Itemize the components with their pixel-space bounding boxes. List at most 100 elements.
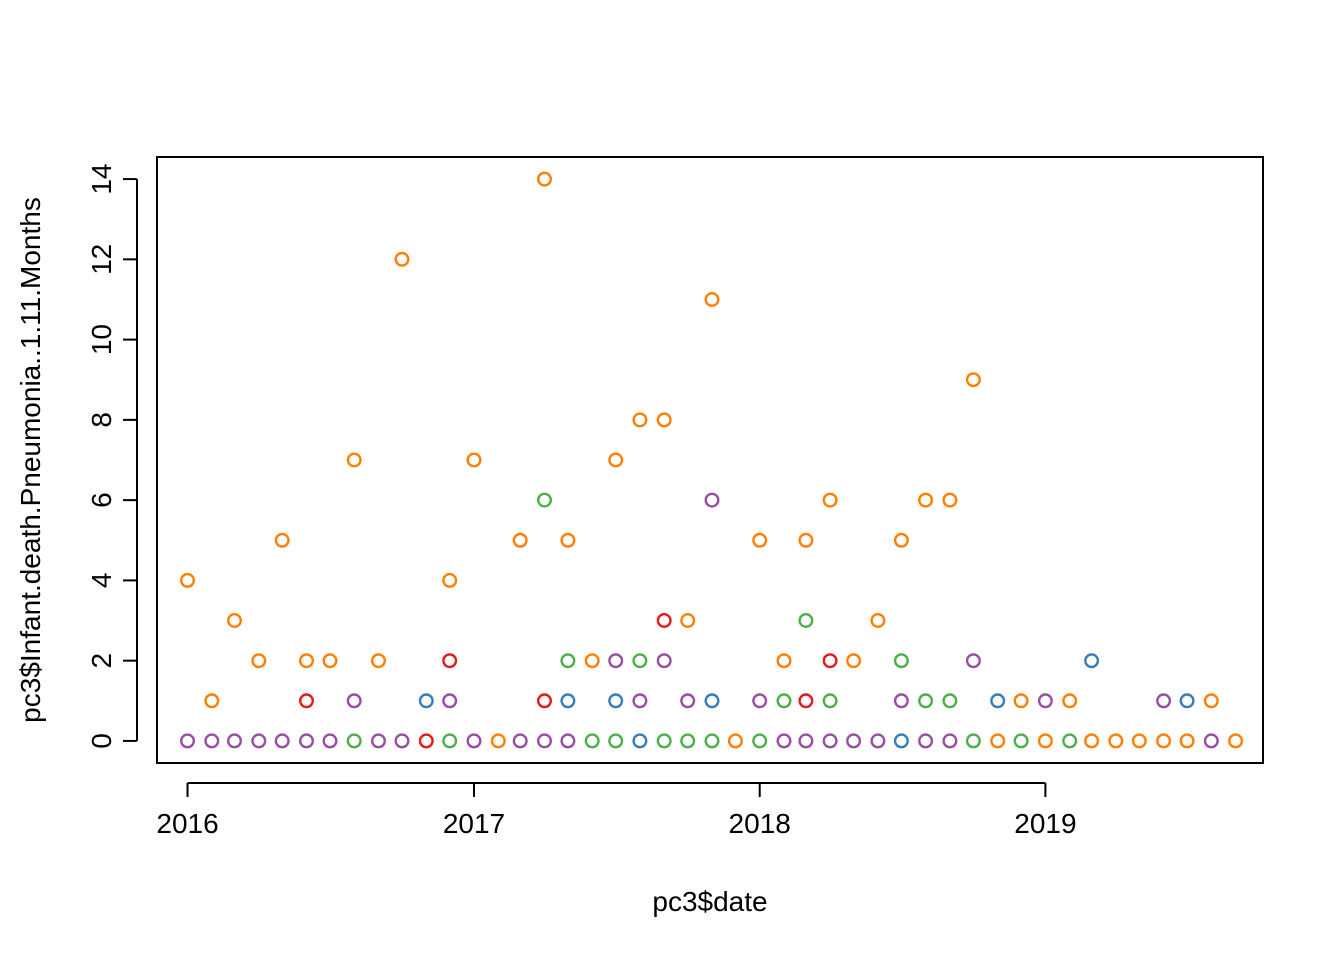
- data-point: [251, 653, 267, 669]
- data-point: [251, 733, 267, 749]
- y-tick-label: 4: [86, 573, 117, 589]
- data-point: [584, 653, 600, 669]
- data-point: [466, 452, 482, 468]
- data-point: [752, 532, 768, 548]
- data-point: [918, 693, 934, 709]
- data-point: [656, 412, 672, 428]
- data-point: [1013, 733, 1029, 749]
- data-point: [608, 452, 624, 468]
- data-point: [442, 572, 458, 588]
- data-point: [632, 693, 648, 709]
- data-point: [1131, 733, 1147, 749]
- data-point: [204, 733, 220, 749]
- data-point: [418, 693, 434, 709]
- plot-frame: [156, 156, 1264, 764]
- data-point: [704, 693, 720, 709]
- data-point: [346, 733, 362, 749]
- data-point: [537, 733, 553, 749]
- data-point: [274, 532, 290, 548]
- data-point: [608, 733, 624, 749]
- data-point: [394, 733, 410, 749]
- data-point: [870, 733, 886, 749]
- data-point: [918, 733, 934, 749]
- data-point: [537, 171, 553, 187]
- data-point: [1203, 733, 1219, 749]
- data-point: [656, 613, 672, 629]
- data-point: [893, 532, 909, 548]
- data-point: [965, 653, 981, 669]
- data-point: [1228, 733, 1244, 749]
- data-point: [893, 693, 909, 709]
- y-tick-label: 12: [86, 244, 117, 275]
- data-point: [822, 653, 838, 669]
- y-tick-label: 14: [86, 163, 117, 194]
- y-axis-title: pc3$Infant.death.Pneumonia..1.11.Months: [15, 197, 46, 723]
- data-point: [632, 653, 648, 669]
- data-point: [798, 693, 814, 709]
- data-point: [442, 693, 458, 709]
- data-point: [346, 452, 362, 468]
- data-point: [1013, 693, 1029, 709]
- data-point: [537, 492, 553, 508]
- data-point: [965, 733, 981, 749]
- data-point: [822, 492, 838, 508]
- data-point: [418, 733, 434, 749]
- x-tick-label: 2018: [729, 808, 791, 839]
- data-point: [704, 733, 720, 749]
- data-point: [942, 693, 958, 709]
- y-tick-label: 2: [86, 653, 117, 669]
- y-tick-label: 8: [86, 412, 117, 428]
- data-point: [490, 733, 506, 749]
- data-point: [1179, 693, 1195, 709]
- data-point: [680, 613, 696, 629]
- data-point: [942, 733, 958, 749]
- data-point: [1108, 733, 1124, 749]
- data-point: [1037, 693, 1053, 709]
- data-point: [680, 693, 696, 709]
- data-point: [274, 733, 290, 749]
- x-tick-label: 2017: [443, 808, 505, 839]
- y-tick-label: 0: [86, 733, 117, 749]
- data-point: [656, 653, 672, 669]
- x-tick-label: 2019: [1014, 808, 1076, 839]
- data-point: [560, 532, 576, 548]
- data-point: [226, 613, 242, 629]
- data-point: [299, 733, 315, 749]
- data-point: [179, 733, 195, 749]
- data-point: [727, 733, 743, 749]
- data-point: [1084, 733, 1100, 749]
- data-point: [371, 733, 387, 749]
- y-axis: 0 2 4 6 8 10 12 14: [86, 163, 138, 749]
- data-point: [990, 733, 1006, 749]
- data-point: [918, 492, 934, 508]
- data-point: [822, 733, 838, 749]
- data-point: [560, 653, 576, 669]
- data-point: [608, 693, 624, 709]
- data-point: [346, 693, 362, 709]
- data-point: [322, 653, 338, 669]
- data-point: [537, 693, 553, 709]
- x-axis-title: pc3$date: [652, 886, 767, 917]
- data-point: [680, 733, 696, 749]
- data-point: [560, 733, 576, 749]
- data-point: [322, 733, 338, 749]
- data-point: [776, 733, 792, 749]
- data-point: [394, 251, 410, 267]
- data-point: [798, 613, 814, 629]
- data-point: [776, 653, 792, 669]
- data-point: [226, 733, 242, 749]
- x-tick-label: 2016: [156, 808, 218, 839]
- data-point: [204, 693, 220, 709]
- data-point: [632, 733, 648, 749]
- data-point: [584, 733, 600, 749]
- x-axis: 2016 2017 2018 2019: [156, 782, 1077, 839]
- data-point: [608, 653, 624, 669]
- data-point: [512, 532, 528, 548]
- data-point: [512, 733, 528, 749]
- y-tick-label: 10: [86, 324, 117, 355]
- data-point: [990, 693, 1006, 709]
- data-point: [299, 653, 315, 669]
- data-point: [704, 492, 720, 508]
- data-point: [560, 693, 576, 709]
